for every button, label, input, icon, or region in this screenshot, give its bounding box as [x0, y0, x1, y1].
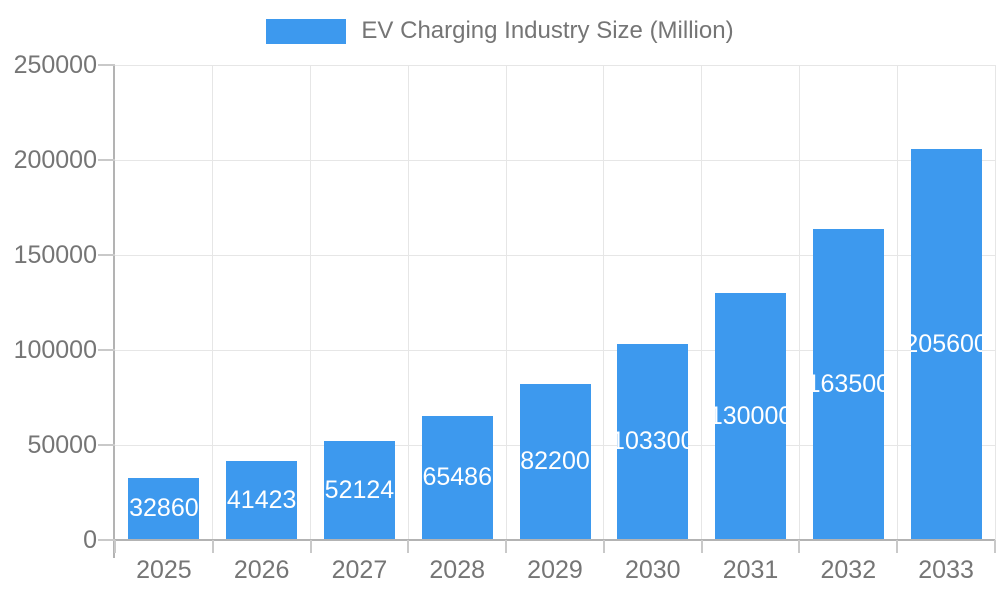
x-axis-tick	[700, 540, 703, 553]
y-axis-label: 200000	[13, 146, 97, 174]
bar[interactable]: 32860	[128, 477, 200, 540]
gridline-vertical	[701, 65, 703, 540]
x-axis-tick	[994, 540, 996, 553]
x-axis-label: 2028	[429, 556, 486, 584]
bar[interactable]: 65486	[421, 415, 493, 540]
x-axis-tick	[407, 540, 410, 553]
x-axis-label: 2029	[527, 556, 583, 584]
x-axis-tick	[798, 540, 801, 553]
gridline-horizontal	[115, 64, 995, 66]
y-axis-label: 100000	[13, 336, 97, 364]
gridline-vertical	[603, 65, 605, 540]
x-axis-label: 2027	[331, 556, 388, 584]
gridline-vertical	[212, 65, 214, 540]
y-axis-label: 0	[83, 526, 97, 554]
bar[interactable]: 52124	[323, 440, 395, 540]
bar-value-label: 130000	[715, 402, 787, 430]
y-axis-label: 50000	[27, 431, 97, 459]
chart-title: EV Charging Industry Size (Million)	[361, 17, 734, 44]
x-axis-tick	[114, 540, 116, 553]
y-axis-tick	[98, 64, 115, 66]
x-axis-label: 2030	[624, 556, 681, 584]
x-axis-tick	[505, 540, 508, 553]
gridline-vertical	[994, 65, 996, 540]
x-axis-label: 2032	[820, 556, 877, 584]
y-axis-label: 150000	[13, 241, 97, 269]
gridline-horizontal	[115, 159, 995, 161]
y-axis-tick	[98, 254, 115, 256]
bar[interactable]: 41423	[226, 461, 298, 540]
y-axis-label: 250000	[13, 51, 97, 79]
x-axis-label: 2033	[918, 556, 974, 584]
bar-value-label: 82200	[520, 447, 590, 476]
gridline-horizontal	[115, 349, 995, 351]
gridline-vertical	[505, 65, 507, 540]
bar[interactable]: 130000	[715, 293, 787, 540]
x-axis-line	[115, 539, 995, 541]
legend-swatch	[266, 18, 347, 44]
x-axis-label: 2025	[136, 556, 192, 584]
gridline-vertical	[407, 65, 409, 540]
bar[interactable]: 205600	[910, 149, 982, 540]
x-axis-label: 2031	[722, 556, 779, 584]
bar[interactable]: 163500	[812, 229, 884, 540]
gridline-horizontal	[115, 254, 995, 256]
bar[interactable]: 82200	[519, 383, 591, 540]
y-axis-tick	[98, 159, 115, 161]
bar-value-label: 65486	[422, 463, 492, 492]
bar-value-label: 205600	[910, 330, 982, 359]
bar[interactable]: 103300	[617, 343, 689, 540]
bar-value-label: 163500	[812, 370, 884, 399]
gridline-vertical	[798, 65, 800, 540]
y-axis-tick	[98, 444, 115, 446]
x-axis-tick	[896, 540, 899, 553]
plot-area: 32860 41423 52124 65486 82200 103300 130000 163…	[113, 64, 996, 558]
x-axis-tick	[211, 540, 214, 553]
y-axis-tick	[98, 349, 115, 351]
bar-value-label: 103300	[617, 427, 689, 456]
x-axis-tick	[309, 540, 312, 553]
chart-legend: EV Charging Industry Size (Million)	[0, 14, 1000, 48]
x-axis-tick	[602, 540, 605, 553]
bar-value-label: 52124	[324, 475, 395, 504]
y-axis-tick	[98, 539, 115, 541]
gridline-vertical	[310, 65, 312, 540]
bar-value-label: 32860	[129, 494, 199, 523]
bar-value-label: 41423	[226, 486, 297, 515]
x-axis-label: 2026	[233, 556, 290, 584]
gridline-vertical	[896, 65, 898, 540]
y-axis-line	[113, 65, 115, 558]
